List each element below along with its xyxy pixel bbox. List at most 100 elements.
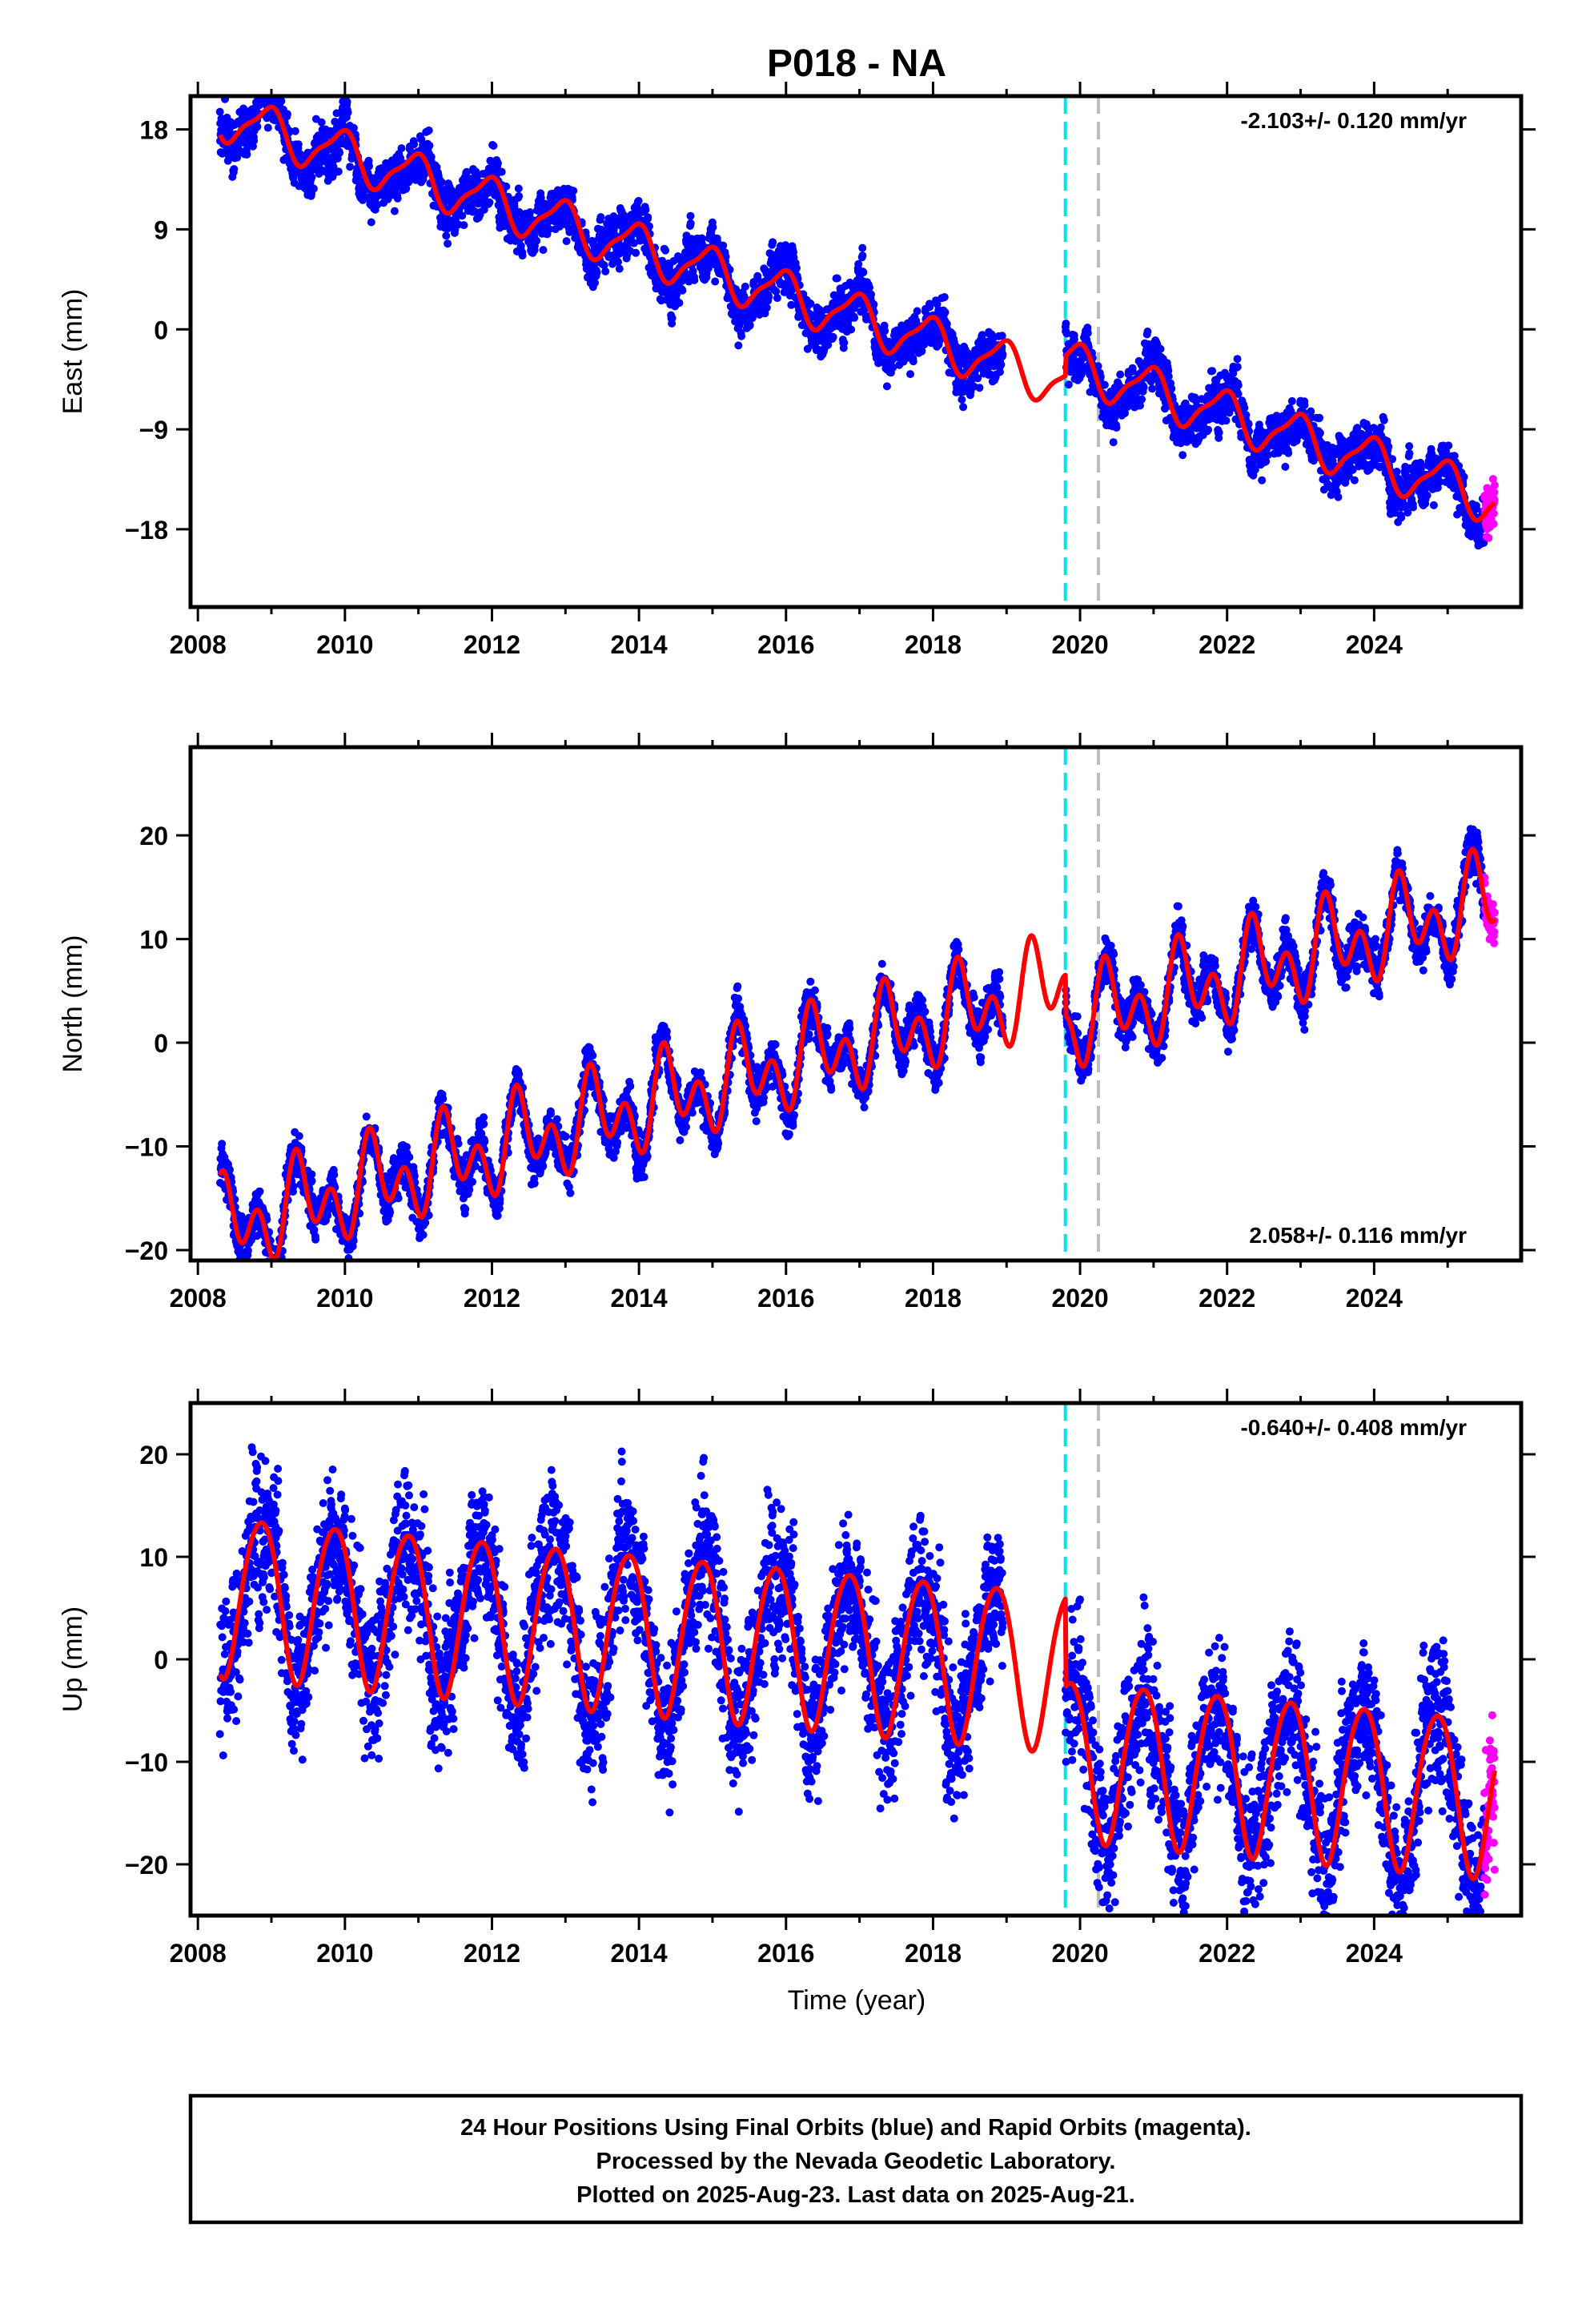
data-point	[317, 118, 326, 127]
data-point	[518, 251, 527, 260]
data-point	[1164, 372, 1173, 380]
data-point	[442, 231, 451, 240]
data-point	[424, 126, 433, 135]
data-point	[294, 140, 303, 149]
data-point	[997, 360, 1006, 369]
data-point	[516, 241, 525, 250]
data-point	[1334, 493, 1343, 501]
data-point	[709, 223, 717, 231]
data-point	[425, 141, 434, 150]
data-point	[1064, 380, 1073, 389]
data-point	[256, 83, 264, 91]
data-point	[346, 163, 355, 171]
data-point	[998, 350, 1007, 359]
plot-area	[215, 73, 1499, 607]
data-point	[1350, 476, 1359, 485]
data-point	[734, 341, 743, 350]
data-point	[343, 98, 351, 107]
data-point	[1109, 438, 1118, 447]
data-point	[634, 196, 643, 205]
data-point	[539, 246, 548, 255]
data-point	[1112, 424, 1121, 432]
data-point	[335, 148, 344, 157]
data-point	[719, 241, 728, 250]
data-point	[711, 277, 720, 286]
data-point	[591, 279, 600, 287]
data-point	[402, 184, 411, 193]
data-point	[1376, 423, 1385, 432]
data-point	[514, 184, 523, 193]
data-point	[1204, 425, 1213, 434]
data-point	[262, 74, 270, 82]
data-point	[1315, 413, 1324, 422]
data-point	[601, 267, 610, 275]
data-point	[343, 108, 352, 117]
data-point	[1148, 384, 1157, 393]
data-point	[493, 159, 502, 167]
data-point	[959, 403, 968, 412]
figure-title: P018 - NA	[767, 42, 946, 85]
data-point	[1222, 416, 1231, 425]
data-point	[940, 293, 949, 301]
data-point	[1138, 395, 1146, 404]
data-point	[614, 258, 622, 267]
data-point	[262, 75, 270, 83]
data-point	[1405, 442, 1414, 451]
data-point	[569, 187, 578, 195]
data-point	[291, 127, 299, 135]
data-point	[1178, 451, 1187, 460]
data-point	[765, 292, 773, 301]
data-point	[1116, 370, 1125, 379]
data-point	[259, 76, 267, 84]
data-point	[829, 332, 837, 341]
data-point	[675, 299, 684, 308]
data-point	[562, 237, 571, 246]
data-point	[1397, 513, 1406, 522]
data-point	[1423, 491, 1431, 500]
data-point	[410, 140, 419, 149]
data-point	[258, 81, 266, 89]
data-point	[833, 274, 841, 283]
data-point	[390, 207, 399, 215]
data-point	[592, 268, 601, 277]
data-point	[437, 178, 446, 187]
data-point	[1409, 503, 1417, 512]
data-point	[266, 82, 274, 90]
data-point	[1315, 428, 1324, 437]
data-point	[367, 218, 375, 227]
data-point	[261, 74, 269, 82]
data-point	[1083, 329, 1092, 337]
data-point	[859, 268, 868, 276]
data-point	[256, 86, 264, 94]
data-point	[661, 246, 670, 255]
data-point	[1100, 380, 1109, 389]
data-point	[260, 85, 268, 93]
data-point	[840, 338, 849, 347]
data-point	[1208, 367, 1217, 376]
data-point	[847, 325, 856, 334]
data-point	[644, 213, 652, 222]
data-point	[854, 259, 863, 268]
data-point	[1233, 363, 1242, 372]
data-point	[393, 194, 402, 203]
data-point	[460, 221, 468, 230]
data-point	[762, 304, 771, 312]
data-point	[349, 123, 358, 132]
data-point	[444, 239, 452, 248]
data-point	[678, 286, 687, 295]
data-point	[858, 243, 867, 252]
data-point	[1215, 428, 1223, 437]
data-point	[941, 308, 950, 316]
data-point	[243, 150, 251, 159]
data-point	[867, 290, 875, 299]
data-point	[489, 142, 498, 150]
data-point	[958, 396, 966, 404]
data-point	[215, 107, 224, 116]
data-point	[260, 73, 268, 81]
east-panel: 2008 2010 2012 2014 2016 2018 2020 2022 20241890…	[58, 73, 1536, 659]
data-point	[865, 283, 873, 292]
data-point	[1287, 396, 1296, 405]
data-point	[480, 205, 488, 214]
data-point	[1240, 404, 1249, 412]
